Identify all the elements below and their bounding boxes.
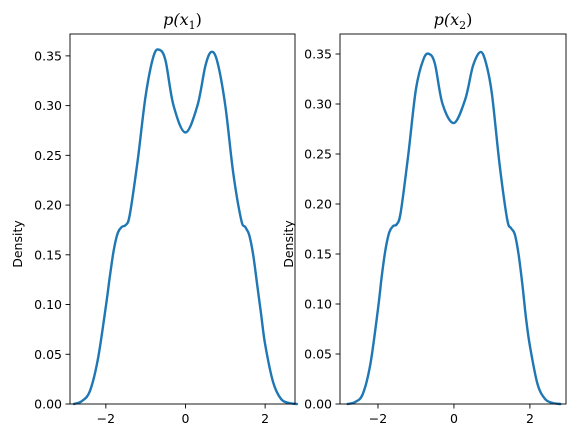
y-tick-label: 0.15 xyxy=(304,247,332,262)
y-tick-label: 0.00 xyxy=(304,397,332,412)
y-tick-label: 0.30 xyxy=(34,98,62,113)
subplot-2: −2 0 2 0.00 0.05 0.10 0.15 0.20 0.25 0.30 0.35 Dens… xyxy=(281,10,567,426)
y-tick-label: 0.15 xyxy=(34,247,62,262)
x-tick-label: −2 xyxy=(97,411,115,426)
y-tick-label: 0.05 xyxy=(304,347,332,362)
chart-title: p(x1) xyxy=(163,10,202,32)
axes-frame-1 xyxy=(69,33,296,405)
y-tick-label: 0.20 xyxy=(304,197,332,212)
density-curve-2 xyxy=(346,50,562,406)
y-tick-label: 0.20 xyxy=(34,198,62,213)
x-tick-label: 0 xyxy=(182,411,190,426)
x-tick-label: −2 xyxy=(369,411,387,426)
x-tick-label: 0 xyxy=(450,411,458,426)
y-tick-label: 0.35 xyxy=(304,47,332,62)
y-tick-label: 0.25 xyxy=(34,148,62,163)
y-tick-label: 0.10 xyxy=(34,297,62,312)
subplot-1: −2 0 2 0.00 0.05 0.10 0.15 0.20 0.25 0.30 0.35 Dens… xyxy=(10,10,299,426)
axes-frame-2 xyxy=(339,33,567,405)
y-axis-label: Density xyxy=(10,220,25,268)
x-tick-label: 2 xyxy=(526,411,534,426)
y-tick-label: 0.30 xyxy=(304,97,332,112)
y-axis-label: Density xyxy=(281,220,296,268)
density-curve-1 xyxy=(72,48,299,406)
y-tick-label: 0.05 xyxy=(34,347,62,362)
y-tick-label: 0.00 xyxy=(34,397,62,412)
y-tick-label: 0.25 xyxy=(304,147,332,162)
y-tick-label: 0.10 xyxy=(304,297,332,312)
x-tick-label: 2 xyxy=(261,411,269,426)
chart-title: p(x2) xyxy=(434,10,473,32)
y-tick-label: 0.35 xyxy=(34,48,62,63)
